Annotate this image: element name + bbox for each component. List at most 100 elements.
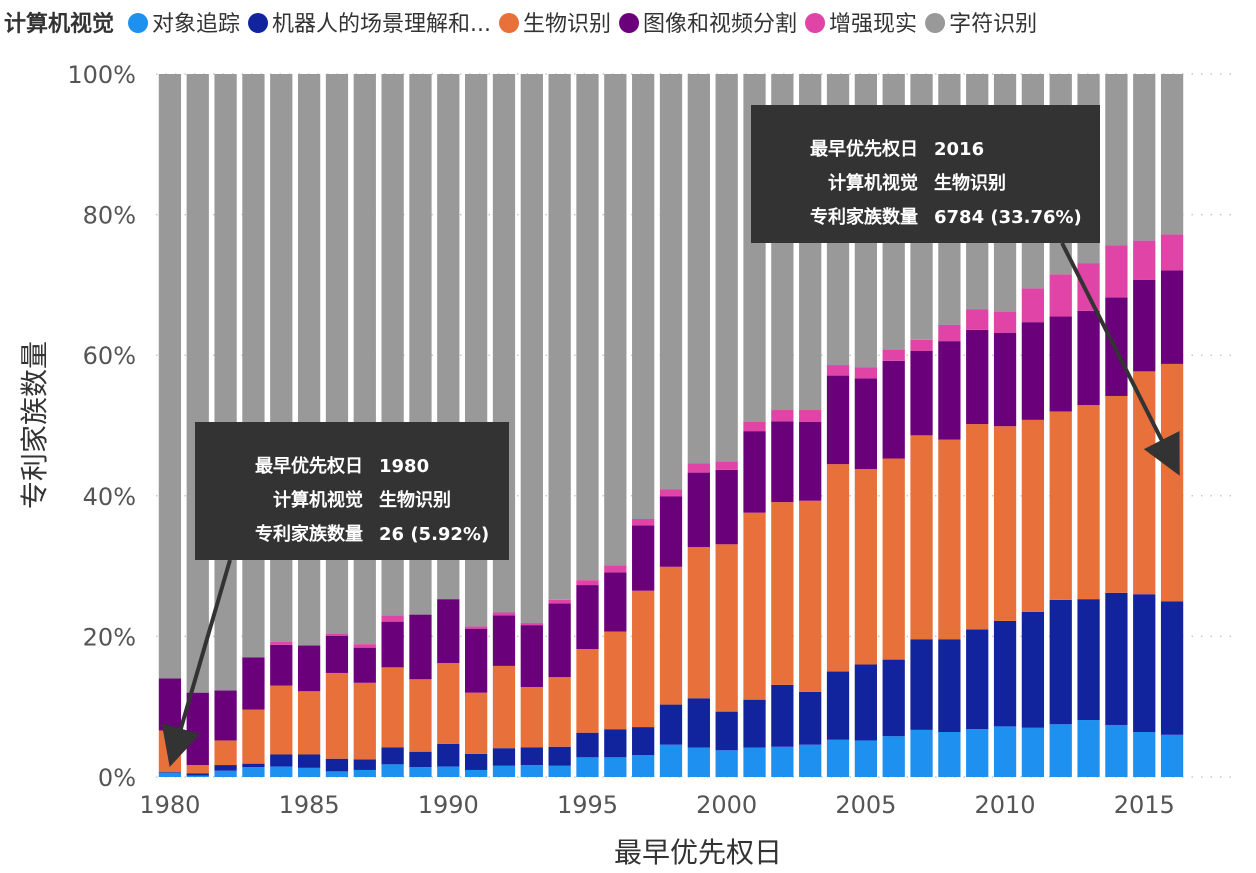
bar-segment[interactable] <box>910 350 933 436</box>
bar-segment[interactable] <box>743 747 766 777</box>
bar-segment[interactable] <box>520 623 543 626</box>
bar-segment[interactable] <box>882 360 905 459</box>
bar-segment[interactable] <box>1021 288 1045 323</box>
bar-segment[interactable] <box>242 709 265 764</box>
bar-segment[interactable] <box>938 324 961 342</box>
bar-segment[interactable] <box>882 349 905 361</box>
bar-segment[interactable] <box>548 74 571 600</box>
bar-stack-2005[interactable] <box>854 74 877 777</box>
bar-segment[interactable] <box>771 502 794 685</box>
bar-segment[interactable] <box>214 740 237 766</box>
bar-segment[interactable] <box>1160 601 1184 735</box>
bar-segment[interactable] <box>576 757 599 777</box>
bar-segment[interactable] <box>242 763 265 768</box>
bar-segment[interactable] <box>938 439 961 640</box>
bar-stack-1993[interactable] <box>520 74 543 777</box>
bar-segment[interactable] <box>576 580 599 586</box>
bar-segment[interactable] <box>715 469 738 545</box>
bar-segment[interactable] <box>548 765 571 777</box>
bar-segment[interactable] <box>1077 405 1100 600</box>
bar-segment[interactable] <box>1133 371 1156 595</box>
bar-segment[interactable] <box>882 659 905 737</box>
bar-segment[interactable] <box>771 684 794 747</box>
bar-segment[interactable] <box>632 590 655 728</box>
bar-segment[interactable] <box>993 620 1017 727</box>
bar-segment[interactable] <box>270 766 293 777</box>
bar-segment[interactable] <box>715 544 738 712</box>
bar-segment[interactable] <box>993 726 1017 777</box>
bar-segment[interactable] <box>214 690 237 741</box>
bar-segment[interactable] <box>492 615 516 666</box>
bar-segment[interactable] <box>214 770 237 777</box>
bar-segment[interactable] <box>186 74 209 693</box>
bar-segment[interactable] <box>1105 245 1128 298</box>
bar-segment[interactable] <box>604 757 627 777</box>
bar-segment[interactable] <box>659 704 683 745</box>
bar-segment[interactable] <box>799 691 822 745</box>
bar-segment[interactable] <box>854 740 877 777</box>
bar-segment[interactable] <box>854 378 877 470</box>
bar-segment[interactable] <box>158 772 182 777</box>
bar-segment[interactable] <box>938 639 961 733</box>
bar-segment[interactable] <box>1049 274 1072 317</box>
bar-segment[interactable] <box>966 329 989 425</box>
bar-segment[interactable] <box>297 767 321 777</box>
bar-segment[interactable] <box>938 732 961 777</box>
bar-segment[interactable] <box>381 764 404 777</box>
bar-segment[interactable] <box>1077 720 1100 777</box>
bar-segment[interactable] <box>826 464 850 672</box>
bar-segment[interactable] <box>520 687 543 748</box>
bar-segment[interactable] <box>270 685 293 755</box>
bar-segment[interactable] <box>715 461 738 470</box>
bar-segment[interactable] <box>465 753 488 770</box>
bar-segment[interactable] <box>743 431 766 513</box>
bar-segment[interactable] <box>771 421 794 503</box>
bar-segment[interactable] <box>520 74 543 624</box>
bar-segment[interactable] <box>1077 310 1100 406</box>
bar-segment[interactable] <box>659 566 683 705</box>
bar-segment[interactable] <box>632 755 655 777</box>
bar-segment[interactable] <box>604 631 627 730</box>
bar-segment[interactable] <box>687 698 710 748</box>
bar-segment[interactable] <box>826 671 850 740</box>
bar-segment[interactable] <box>910 639 933 730</box>
bar-stack-2016[interactable] <box>1160 74 1184 777</box>
bar-segment[interactable] <box>270 754 293 767</box>
bar-stack-2014[interactable] <box>1105 74 1128 777</box>
bar-segment[interactable] <box>659 744 683 777</box>
bar-segment[interactable] <box>966 729 989 777</box>
bar-segment[interactable] <box>381 667 404 748</box>
bar-segment[interactable] <box>437 766 460 777</box>
bar-segment[interactable] <box>1105 592 1128 725</box>
bar-segment[interactable] <box>242 74 265 658</box>
bar-segment[interactable] <box>826 365 850 376</box>
bar-segment[interactable] <box>1105 74 1128 246</box>
bar-segment[interactable] <box>520 765 543 777</box>
bar-segment[interactable] <box>520 625 543 688</box>
bar-segment[interactable] <box>548 746 571 766</box>
bar-segment[interactable] <box>882 736 905 777</box>
bar-segment[interactable] <box>966 629 989 730</box>
bar-segment[interactable] <box>799 410 822 422</box>
bar-segment[interactable] <box>966 309 989 330</box>
bar-segment[interactable] <box>604 572 627 632</box>
bar-segment[interactable] <box>1133 279 1156 372</box>
bar-segment[interactable] <box>437 599 460 664</box>
bar-segment[interactable] <box>576 649 599 733</box>
bar-segment[interactable] <box>1049 724 1072 777</box>
bar-segment[interactable] <box>1021 419 1045 612</box>
bar-segment[interactable] <box>1160 363 1184 602</box>
bar-segment[interactable] <box>409 751 432 768</box>
bar-segment[interactable] <box>771 410 794 422</box>
bar-segment[interactable] <box>409 614 432 680</box>
bar-segment[interactable] <box>465 626 488 629</box>
bar-stack-2015[interactable] <box>1133 74 1156 777</box>
bar-segment[interactable] <box>1160 234 1184 271</box>
bar-segment[interactable] <box>186 775 209 777</box>
bar-segment[interactable] <box>214 765 237 771</box>
bar-segment[interactable] <box>1077 599 1100 721</box>
bar-segment[interactable] <box>242 767 265 777</box>
bar-segment[interactable] <box>938 341 961 440</box>
bar-segment[interactable] <box>882 458 905 660</box>
bar-stack-1999[interactable] <box>687 74 710 777</box>
